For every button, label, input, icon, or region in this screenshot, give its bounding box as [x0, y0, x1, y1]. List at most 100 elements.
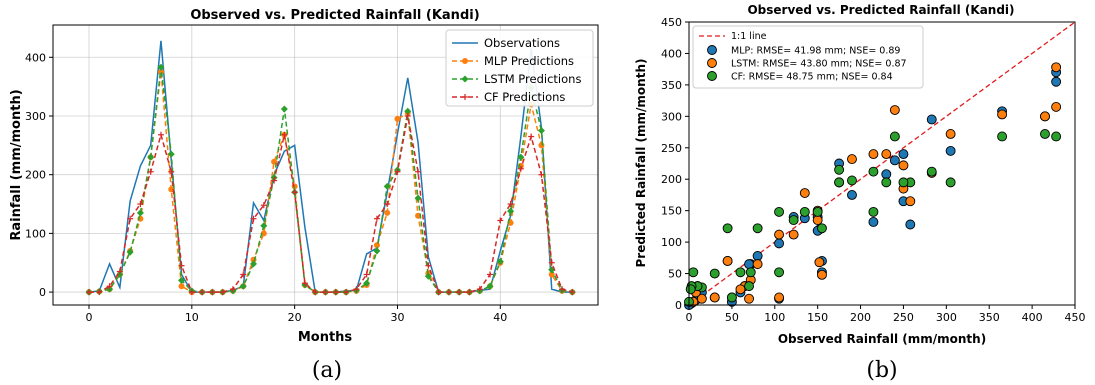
a-point-3-39	[487, 271, 494, 278]
a-point-3-7	[157, 131, 164, 138]
b-point-2-6	[898, 177, 909, 188]
b-point-1-3	[997, 109, 1008, 120]
b-point-1-21	[774, 292, 785, 303]
b-legend-label-2: CF: RMSE= 48.75 mm; NSE= 0.84	[731, 72, 893, 83]
a-point-3-22	[312, 289, 319, 296]
b-point-1-11	[868, 149, 879, 160]
a-legend-marker-2	[461, 75, 469, 83]
b-point-1-17	[812, 215, 823, 226]
b-point-0-25	[744, 259, 754, 270]
b-point-2-4	[926, 166, 937, 177]
b-point-1-6	[905, 196, 916, 207]
b-xtick-label-6: 300	[936, 311, 957, 324]
chart-a-legend-box	[445, 29, 594, 107]
b-point-1-0	[1051, 62, 1062, 73]
b-xtick-label-1: 50	[725, 311, 739, 324]
a-point-3-25	[343, 289, 350, 296]
b-legend-label-0: MLP: RMSE= 41.98 mm; NSE= 0.89	[731, 46, 900, 57]
b-point-0-9	[889, 155, 900, 166]
b-ytick-label-5: 250	[661, 142, 682, 155]
a-point-3-26	[353, 286, 360, 293]
chart-b-plot-frame	[688, 21, 1076, 306]
a-point-3-20	[291, 189, 298, 196]
b-legend-marker-1	[707, 58, 717, 68]
chart-a-legend: Observations MLP Predictions LSTM Predicti…	[445, 29, 594, 107]
a-point-3-40	[497, 217, 504, 224]
a-point-2-8	[167, 150, 175, 158]
a-ytick-label-1: 100	[25, 227, 46, 240]
b-legend-marker-0	[707, 45, 717, 55]
b-xtick-label-0: 0	[686, 311, 693, 324]
a-point-2-19	[280, 105, 288, 113]
panel-b-scatter-chart: Observed vs. Predicted Rainfall (Kandi) …	[634, 3, 1086, 346]
a-point-3-4	[127, 215, 134, 222]
b-ytick-label-3: 150	[661, 205, 682, 218]
chart-b-xlabel: Observed Rainfall (mm/month)	[778, 332, 986, 346]
b-point-2-3	[945, 177, 956, 188]
a-ytick-label-0: 0	[39, 286, 46, 299]
a-point-3-5	[137, 201, 144, 208]
a-point-2-27	[363, 279, 371, 287]
b-point-1-26	[735, 284, 746, 295]
caption-a: (a)	[312, 358, 342, 383]
chart-b-ylabel: Predicted Rainfall (mm/month)	[634, 59, 648, 268]
a-ytick-label-2: 200	[25, 169, 46, 182]
b-ytick-label-8: 400	[661, 47, 682, 60]
b-point-1-18	[799, 188, 810, 199]
a-point-2-39	[486, 282, 494, 290]
a-point-3-15	[240, 271, 247, 278]
a-point-3-6	[147, 168, 154, 175]
a-point-3-2	[106, 283, 113, 290]
chart-b-title: Observed vs. Predicted Rainfall (Kandi)	[747, 3, 1014, 17]
chart-b-legend-box	[692, 25, 924, 89]
a-point-2-16	[250, 260, 258, 268]
a-point-3-29	[384, 201, 391, 208]
a-point-3-27	[363, 271, 370, 278]
a-point-3-17	[260, 202, 267, 209]
b-point-1-2	[1040, 111, 1050, 122]
a-series-line-3	[88, 115, 573, 293]
b-point-2-23	[735, 267, 746, 278]
b-legend-label-1: LSTM: RMSE= 43.80 mm; NSE= 0.87	[731, 59, 907, 70]
b-xtick-label-2: 100	[764, 311, 785, 324]
b-point-2-21	[745, 267, 756, 278]
chart-a-series	[85, 40, 576, 296]
a-point-3-31	[404, 112, 411, 119]
a-point-2-4	[126, 248, 134, 256]
b-point-0-5	[926, 114, 937, 125]
a-point-2-17	[260, 222, 268, 230]
a-point-1-29	[384, 209, 391, 216]
b-point-1-8	[898, 160, 909, 171]
a-point-3-12	[209, 289, 216, 296]
b-point-0-1	[1051, 76, 1062, 87]
a-legend-label-3: CF Predictions	[484, 90, 565, 104]
a-legend-label-2: LSTM Predictions	[484, 72, 581, 86]
b-point-0-21	[774, 238, 785, 249]
a-point-3-46	[559, 286, 566, 293]
a-point-3-8	[168, 168, 175, 175]
b-point-2-31	[685, 284, 696, 295]
a-xtick-label-4: 40	[493, 311, 507, 324]
a-point-3-32	[415, 168, 422, 175]
b-point-2-16	[799, 206, 810, 217]
a-point-1-9	[178, 283, 185, 290]
b-point-2-2	[997, 131, 1008, 142]
b-legend-label-ref: 1:1 line	[731, 31, 767, 42]
b-point-2-7	[889, 131, 900, 142]
a-point-2-29	[383, 182, 391, 190]
a-ytick-label-3: 300	[25, 110, 46, 123]
b-ytick-label-1: 50	[668, 268, 682, 281]
a-point-2-44	[537, 127, 545, 135]
a-point-1-44	[538, 142, 545, 149]
b-xtick-label-7: 350	[979, 311, 1000, 324]
b-point-2-24	[726, 292, 737, 303]
b-ytick-label-7: 350	[661, 79, 682, 92]
a-point-3-1	[96, 289, 103, 296]
a-point-3-37	[466, 289, 473, 296]
chart-b-points	[684, 62, 1062, 310]
a-point-2-41	[507, 207, 515, 215]
b-point-2-20	[752, 223, 763, 234]
b-point-2-12	[834, 164, 845, 175]
a-point-1-30	[394, 115, 401, 122]
